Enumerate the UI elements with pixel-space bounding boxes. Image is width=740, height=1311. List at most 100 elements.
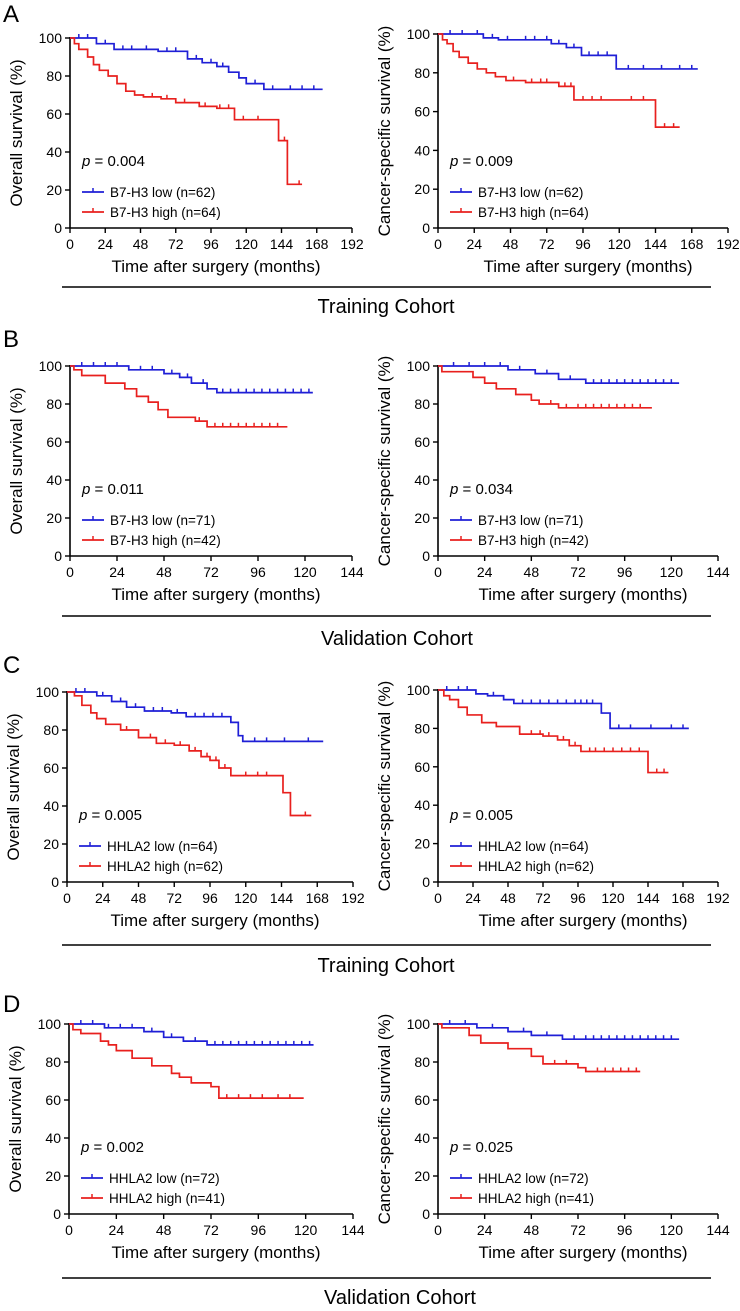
x-tick-label: 120 xyxy=(293,564,317,580)
y-tick-label: 80 xyxy=(43,722,59,738)
x-tick-label: 24 xyxy=(109,1222,125,1238)
y-tick-label: 80 xyxy=(414,65,430,81)
y-tick-label: 100 xyxy=(407,1016,431,1032)
legend-label-high: B7-H3 high (n=42) xyxy=(110,533,221,548)
p-symbol: p xyxy=(449,1139,458,1156)
series-low xyxy=(438,362,680,384)
panel-letter-b: B xyxy=(3,326,19,353)
survival-curve-high xyxy=(69,1023,304,1099)
legend-label-high: B7-H3 high (n=42) xyxy=(478,533,589,548)
series-low xyxy=(438,1020,680,1041)
series-low xyxy=(70,362,313,394)
survival-curve-low xyxy=(438,689,689,730)
legend-label-high: HHLA2 high (n=41) xyxy=(109,1191,225,1206)
x-tick-label: 120 xyxy=(234,890,258,906)
x-tick-label: 144 xyxy=(644,236,668,252)
x-tick-label: 144 xyxy=(340,564,364,580)
y-axis-label: Cancer-specific survival (%) xyxy=(375,681,394,892)
y-tick-label: 80 xyxy=(414,1054,430,1070)
p-value-number: = 0.025 xyxy=(458,1139,513,1156)
x-tick-label: 24 xyxy=(465,890,481,906)
x-tick-label: 120 xyxy=(660,564,684,580)
y-tick-label: 40 xyxy=(414,472,430,488)
x-tick-label: 0 xyxy=(434,890,442,906)
survival-curve-high xyxy=(70,37,303,186)
p-value-number: = 0.034 xyxy=(458,481,513,498)
x-tick-label: 72 xyxy=(166,890,182,906)
y-tick-label: 0 xyxy=(51,874,59,890)
series-high xyxy=(70,365,288,428)
survival-curve-high xyxy=(438,33,680,128)
legend-label-low: HHLA2 low (n=64) xyxy=(478,839,589,854)
survival-curve-high xyxy=(438,689,669,774)
x-tick-label: 72 xyxy=(539,236,555,252)
panel-letter-d: D xyxy=(3,991,20,1018)
y-tick-label: 40 xyxy=(414,1130,430,1146)
x-axis-label: Time after surgery (months) xyxy=(111,257,320,276)
y-tick-label: 40 xyxy=(46,144,62,160)
y-tick-label: 100 xyxy=(407,358,431,374)
p-symbol: p xyxy=(81,153,90,170)
x-tick-label: 72 xyxy=(570,564,586,580)
x-tick-label: 0 xyxy=(434,236,442,252)
series-low xyxy=(438,30,698,70)
series-high xyxy=(438,365,652,409)
y-tick-label: 60 xyxy=(46,106,62,122)
y-tick-label: 100 xyxy=(407,26,431,42)
y-axis-label: Overall survival (%) xyxy=(4,713,23,860)
y-tick-label: 60 xyxy=(43,760,59,776)
series-low xyxy=(67,688,324,743)
y-tick-label: 80 xyxy=(46,68,62,84)
x-tick-label: 24 xyxy=(466,236,482,252)
survival-curve-low xyxy=(69,1023,314,1046)
y-tick-label: 20 xyxy=(46,510,62,526)
y-tick-label: 0 xyxy=(53,1206,61,1222)
p-symbol: p xyxy=(81,481,90,498)
y-tick-label: 60 xyxy=(45,1092,61,1108)
x-tick-label: 120 xyxy=(294,1222,318,1238)
series-low xyxy=(438,686,689,730)
y-tick-label: 80 xyxy=(414,396,430,412)
x-tick-label: 0 xyxy=(434,564,442,580)
p-value: p = 0.034 xyxy=(449,481,513,498)
y-tick-label: 40 xyxy=(414,142,430,158)
x-tick-label: 72 xyxy=(570,1222,586,1238)
y-axis-label: Overall survival (%) xyxy=(6,1045,25,1192)
legend-label-low: B7-H3 low (n=71) xyxy=(478,513,583,528)
x-axis-label: Time after surgery (months) xyxy=(478,1243,687,1262)
x-tick-label: 192 xyxy=(716,236,740,252)
legend-label-high: B7-H3 high (n=64) xyxy=(478,205,589,220)
cohort-label-4: Validation Cohort xyxy=(324,1287,476,1309)
p-value-number: = 0.005 xyxy=(87,807,142,824)
x-tick-label: 0 xyxy=(434,1222,442,1238)
cohort-label-1: Training Cohort xyxy=(317,296,455,318)
p-value: p = 0.004 xyxy=(81,153,145,170)
y-tick-label: 60 xyxy=(414,104,430,120)
y-tick-label: 60 xyxy=(414,434,430,450)
series-low xyxy=(70,34,323,91)
y-axis-label: Cancer-specific survival (%) xyxy=(375,356,394,567)
y-tick-label: 20 xyxy=(414,1168,430,1184)
legend-label-low: B7-H3 low (n=71) xyxy=(110,513,215,528)
p-value: p = 0.011 xyxy=(81,481,144,498)
x-tick-label: 96 xyxy=(575,236,591,252)
legend-label-low: HHLA2 low (n=72) xyxy=(109,1171,220,1186)
legend-label-low: B7-H3 low (n=62) xyxy=(478,185,583,200)
series-high xyxy=(67,691,312,817)
x-axis-label: Time after surgery (months) xyxy=(478,911,687,930)
legend-label-high: HHLA2 high (n=62) xyxy=(478,859,594,874)
x-tick-label: 72 xyxy=(203,1222,219,1238)
legend-label-high: B7-H3 high (n=64) xyxy=(110,205,221,220)
x-tick-label: 24 xyxy=(97,236,113,252)
x-tick-label: 24 xyxy=(109,564,125,580)
survival-curve-low xyxy=(438,1023,680,1041)
x-tick-label: 48 xyxy=(503,236,519,252)
km-plot-2: 0 20 40 60 80 100 0 24 48 72 96 120 144 168 192 Time af… xyxy=(375,26,740,276)
km-plot-5: 0 20 40 60 80 100 0 24 48 72 96 120 144 168 192 Time af… xyxy=(4,684,365,930)
cohort-label-2: Validation Cohort xyxy=(321,628,473,650)
y-tick-label: 100 xyxy=(39,358,63,374)
cohort-label-3: Training Cohort xyxy=(317,955,455,977)
p-value: p = 0.005 xyxy=(78,807,142,824)
legend-label-high: HHLA2 high (n=62) xyxy=(107,859,223,874)
